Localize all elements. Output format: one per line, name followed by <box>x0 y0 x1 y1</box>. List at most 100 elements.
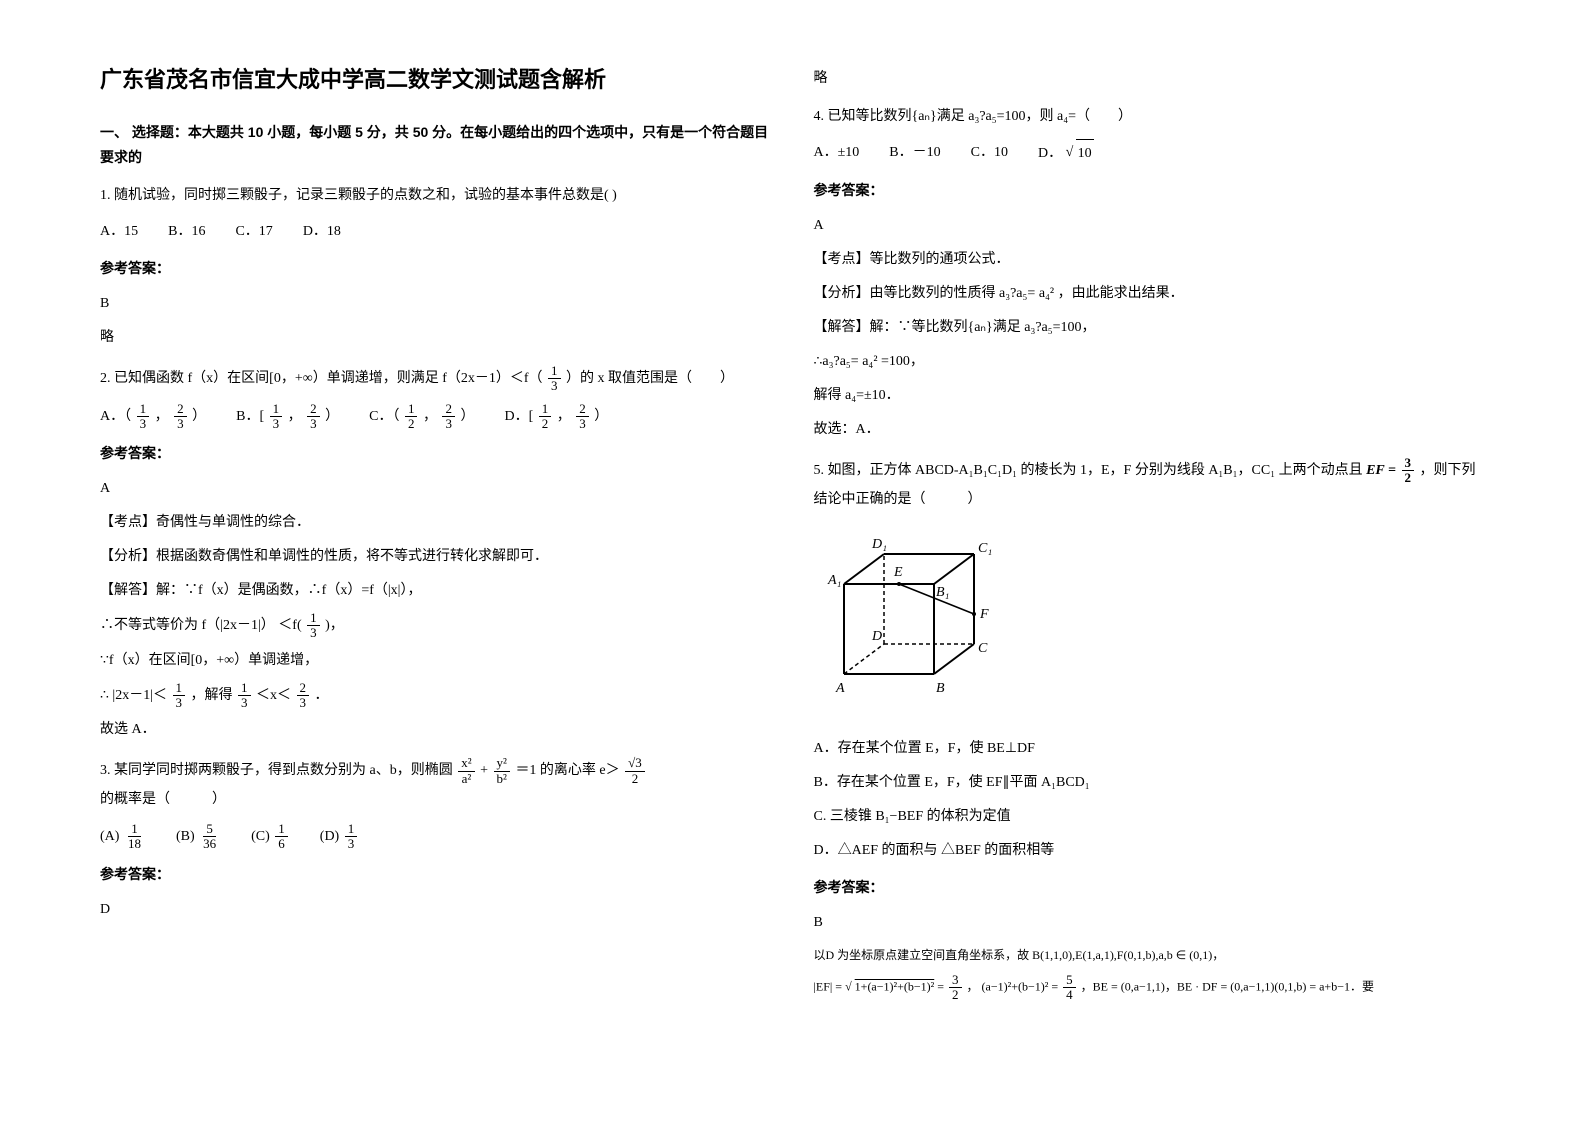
question-3: 3. 某同学同时掷两颗骰子，得到点数分别为 a、b，则椭圆 x²a² + y²b… <box>100 756 774 923</box>
q4-opt-d: D． 10 <box>1038 139 1094 168</box>
d: 2 <box>405 417 418 431</box>
label-C1: C₁ <box>978 541 992 556</box>
d: 3 <box>442 417 455 431</box>
d: 3 <box>173 696 186 710</box>
q1-options: A．15 B．16 C．17 D．18 <box>100 218 774 246</box>
q3-opt-b: (B) 536 <box>176 822 221 852</box>
q2c-label: C．（ <box>369 409 399 424</box>
n: 1 <box>137 402 150 417</box>
label-A1: A₁ <box>827 573 841 588</box>
end: ） <box>594 409 608 424</box>
left-column: 广东省茂名市信宜大成中学高二数学文测试题含解析 一、 选择题：本大题共 10 小… <box>80 60 794 1062</box>
question-1: 1. 随机试验，同时掷三颗骰子，记录三颗骰子的点数之和，试验的基本事件总数是( … <box>100 182 774 352</box>
q2-analysis: 【分析】根据函数奇偶性和单调性的性质，将不等式进行转化求解即可． <box>100 543 774 571</box>
q3-answer: D <box>100 896 774 924</box>
q4-solve1: 【解答】解：∵等比数列{aₙ}满足 a₃?a₅=100， <box>814 314 1488 342</box>
cube-diagram: A B C D A₁ B₁ C₁ D₁ E F <box>814 524 1488 725</box>
q4-analysis: 【分析】由等比数列的性质得 a₃?a₅= a₄² ，由此能求出结果． <box>814 280 1488 308</box>
q2-answer: A <box>100 475 774 503</box>
label-D1: D₁ <box>871 537 887 552</box>
mid: ， <box>288 409 302 424</box>
q1-answer-label: 参考答案： <box>100 254 774 282</box>
label-C: C <box>978 641 988 656</box>
mid: ， <box>557 409 571 424</box>
lt2: ＜x＜ <box>256 688 291 703</box>
d: 4 <box>1063 988 1076 1002</box>
q2-stem: 2. 已知偶函数 f（x）在区间[0，+∞）单调递增，则满足 f（2x－1）＜f… <box>100 364 774 394</box>
q2-opt-d: D．[ 12 ， 23 ） <box>504 402 608 432</box>
q1-note: 略 <box>100 324 774 352</box>
d: 18 <box>125 837 144 851</box>
q3-stem: 3. 某同学同时掷两颗骰子，得到点数分别为 a、b，则椭圆 x²a² + y²b… <box>100 756 774 814</box>
sqrt-icon: 10 <box>1076 139 1094 168</box>
pre: 3. 某同学同时掷两颗骰子，得到点数分别为 a、b，则椭圆 <box>100 763 453 778</box>
q5-answer: B <box>814 909 1488 937</box>
q3-options: (A) 118 (B) 536 (C) 16 (D) 13 <box>100 822 774 852</box>
d: 3 <box>174 417 187 431</box>
q4-answer: A <box>814 212 1488 240</box>
end: )， <box>325 618 344 633</box>
d: 3 <box>270 417 283 431</box>
mid: ， <box>423 409 437 424</box>
question-4: 4. 已知等比数列{aₙ}满足 a₃?a₅=100，则 a₄=（ ） A．±10… <box>814 103 1488 444</box>
n: 1 <box>270 402 283 417</box>
n: x² <box>458 756 474 771</box>
eq: ＝1 的离心率 e＞ <box>515 763 619 778</box>
n: 1 <box>128 822 141 837</box>
q4-stem: 4. 已知等比数列{aₙ}满足 a₃?a₅=100，则 a₄=（ ） <box>814 103 1488 131</box>
q5-stem: 5. 如图，正方体 ABCD-A₁B₁C₁D₁ 的棱长为 1，E，F 分别为线段… <box>814 456 1488 514</box>
label: (D) <box>320 829 343 844</box>
pre: |EF| = √ <box>814 979 852 993</box>
q2-opt-a: A．（ 13 ， 23 ） <box>100 402 206 432</box>
q2-stem-post: ）的 x 取值范围是（ ） <box>566 371 734 386</box>
eq: = <box>937 979 947 993</box>
post: ，BE = (0,a−1,1)，BE · DF = (0,a−1,1)(0,1,… <box>1081 979 1374 993</box>
q4-options: A．±10 B．－10 C．10 D． 10 <box>814 139 1488 168</box>
q3-note: 略 <box>814 66 1488 91</box>
q4-solve4: 故选：A． <box>814 416 1488 444</box>
end: ） <box>460 409 474 424</box>
question-5: 5. 如图，正方体 ABCD-A₁B₁C₁D₁ 的棱长为 1，E，F 分别为线段… <box>814 456 1488 1002</box>
n: 2 <box>442 402 455 417</box>
lhs: |2x－1|＜ <box>112 688 167 703</box>
pre: 5. 如图，正方体 ABCD-A₁B₁C₁D₁ 的棱长为 1，E，F 分别为线段… <box>814 463 1363 478</box>
d: 2 <box>949 988 962 1002</box>
pre: D． <box>1038 146 1062 161</box>
d: 2 <box>1402 471 1415 485</box>
pre: ∴不等式等价为 f（|2x－1|） <box>100 618 275 633</box>
q2-solve2: ∴不等式等价为 f（|2x－1|） ＜f( 13 )， <box>100 611 774 641</box>
n: 1 <box>173 681 186 696</box>
q4-solve2: ∴a₃?a₅= a₄² =100， <box>814 348 1488 376</box>
q2-opt-b: B．[ 13 ， 23 ） <box>236 402 339 432</box>
label-B1: B₁ <box>936 585 949 600</box>
section-heading: 一、 选择题：本大题共 10 小题，每小题 5 分，共 50 分。在每小题给出的… <box>100 120 774 170</box>
label-B: B <box>936 681 945 696</box>
mid: ， <box>155 409 169 424</box>
q1-stem: 1. 随机试验，同时掷三颗骰子，记录三颗骰子的点数之和，试验的基本事件总数是( … <box>100 182 774 210</box>
post: ，由此能求出结果． <box>1058 286 1184 301</box>
d: 2 <box>539 417 552 431</box>
d: 3 <box>307 626 320 640</box>
q2-opt-c: C．（ 12 ， 23 ） <box>369 402 474 432</box>
n: 1 <box>238 681 251 696</box>
q4-point: 【考点】等比数列的通项公式． <box>814 246 1488 274</box>
q2-solve3: ∵f（x）在区间[0，+∞）单调递增， <box>100 647 774 675</box>
label: (A) <box>100 829 123 844</box>
d: 3 <box>297 696 310 710</box>
q2d-label: D．[ <box>504 409 533 424</box>
q5-answer-label: 参考答案： <box>814 873 1488 901</box>
a4sq: a₄² <box>862 354 877 369</box>
q1-opt-b: B．16 <box>168 218 205 246</box>
q4-answer-label: 参考答案： <box>814 176 1488 204</box>
d: 3 <box>345 837 358 851</box>
q5-opt-c: C. 三棱锥 B₁−BEF 的体积为定值 <box>814 803 1488 831</box>
n: y² <box>494 756 510 771</box>
question-2: 2. 已知偶函数 f（x）在区间[0，+∞）单调递增，则满足 f（2x－1）＜f… <box>100 364 774 744</box>
d: 3 <box>576 417 589 431</box>
q3-opt-a: (A) 118 <box>100 822 146 852</box>
q2-frac-num: 1 <box>548 364 561 379</box>
label: (B) <box>176 829 198 844</box>
n: √3 <box>625 756 645 771</box>
q2-frac-den: 3 <box>548 379 561 393</box>
q2-solve5: 故选 A． <box>100 716 774 744</box>
